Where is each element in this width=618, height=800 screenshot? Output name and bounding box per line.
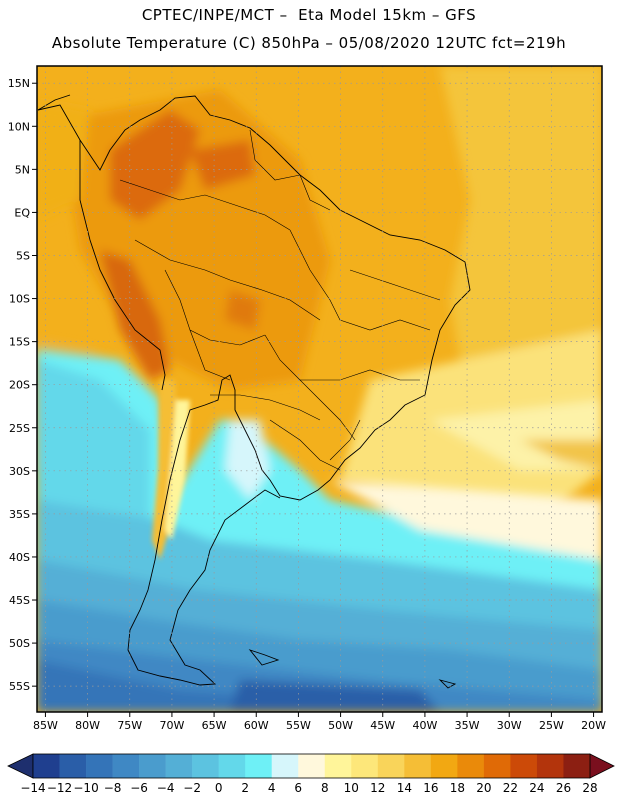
x-tick-label: 35W — [455, 719, 480, 732]
x-tick-label: 80W — [75, 719, 100, 732]
colorbar-swatch — [59, 754, 87, 778]
colorbar-swatch — [298, 754, 326, 778]
y-tick-label: 35S — [9, 508, 30, 521]
x-tick-label: 20W — [581, 719, 606, 732]
colorbar-swatch — [536, 754, 564, 778]
x-tick-label: 85W — [33, 719, 58, 732]
colorbar: −14 −12 −10 −8 −6 −4 −2 0 2 4 6 8 10 12 14 16 18 20 22 24 26… — [7, 753, 615, 795]
y-tick-label: 20S — [9, 379, 30, 392]
colorbar-label: 6 — [294, 781, 302, 795]
y-tick-label: 55S — [9, 680, 30, 693]
colorbar-swatch — [430, 754, 458, 778]
y-tick-label: 25S — [9, 422, 30, 435]
colorbar-swatch — [404, 754, 432, 778]
colorbar-swatch — [218, 754, 246, 778]
colorbar-label: 24 — [529, 781, 544, 795]
colorbar-swatch — [112, 754, 140, 778]
colorbar-swatch — [377, 754, 405, 778]
y-tick-label: 50S — [9, 637, 30, 650]
colorbar-swatch — [457, 754, 485, 778]
x-tick-label: 30W — [497, 719, 522, 732]
colorbar-frame — [32, 753, 591, 779]
colorbar-swatch — [351, 754, 379, 778]
coastlines — [37, 94, 471, 689]
grid-lines — [37, 66, 602, 712]
colorbar-label: −12 — [47, 781, 72, 795]
x-tick-label: 40W — [412, 719, 437, 732]
y-tick-label: 15N — [8, 77, 30, 90]
colorbar-swatch — [245, 754, 273, 778]
x-tick-label: 45W — [370, 719, 395, 732]
colorbar-label: 20 — [476, 781, 491, 795]
y-tick-label: 45S — [9, 594, 30, 607]
colorbar-label: 22 — [503, 781, 518, 795]
chart-subtitle: Absolute Temperature (C) 850hPa – 05/08/… — [51, 34, 567, 52]
y-tick-label: EQ — [14, 206, 30, 219]
plot-frame — [36, 65, 603, 713]
x-tick-label: 65W — [202, 719, 227, 732]
colorbar-over-arrow — [589, 753, 615, 779]
x-tick-label: 60W — [244, 719, 269, 732]
colorbar-swatch — [324, 754, 352, 778]
colorbar-swatch — [563, 754, 591, 778]
borders — [119, 129, 441, 471]
colorbar-swatch — [33, 754, 60, 778]
x-tick-label: 25W — [539, 719, 564, 732]
x-tick-label: 75W — [117, 719, 142, 732]
y-tick-label: 10S — [9, 293, 30, 306]
colorbar-label: 0 — [215, 781, 223, 795]
x-tick-label: 50W — [328, 719, 353, 732]
colorbar-under-arrow — [7, 753, 34, 779]
chart-title: CPTEC/INPE/MCT – Eta Model 15km – GFS — [141, 6, 477, 24]
colorbar-label: −4 — [157, 781, 175, 795]
colorbar-swatch — [271, 754, 299, 778]
x-tick-label: 55W — [286, 719, 311, 732]
colorbar-label: −10 — [73, 781, 98, 795]
colorbar-label: 16 — [423, 781, 438, 795]
y-tick-label: 40S — [9, 551, 30, 564]
x-tick-label: 70W — [159, 719, 184, 732]
colorbar-label: −14 — [20, 781, 45, 795]
y-tick-label: 30S — [9, 465, 30, 478]
y-tick-label: 5S — [16, 249, 30, 262]
colorbar-label: 14 — [397, 781, 412, 795]
axis-ticks: 85W 80W 75W 70W 65W 60W 55W 50W 45W 40W 35W 30W 25W 2… — [8, 77, 606, 732]
colorbar-label: 2 — [241, 781, 249, 795]
colorbar-label: 4 — [268, 781, 276, 795]
colorbar-swatch — [483, 754, 511, 778]
y-tick-label: 5N — [15, 163, 30, 176]
colorbar-swatch — [192, 754, 219, 778]
y-tick-label: 10N — [8, 120, 30, 133]
colorbar-label: −2 — [183, 781, 201, 795]
colorbar-swatch — [165, 754, 193, 778]
y-tick-label: 15S — [9, 336, 30, 349]
colorbar-label: 10 — [344, 781, 359, 795]
colorbar-label: −8 — [104, 781, 122, 795]
colorbar-label: −6 — [130, 781, 148, 795]
colorbar-swatch — [510, 754, 538, 778]
colorbar-swatch — [86, 754, 113, 778]
colorbar-swatch — [139, 754, 166, 778]
colorbar-label: 12 — [370, 781, 385, 795]
temperature-field — [37, 66, 602, 712]
colorbar-label: 26 — [556, 781, 571, 795]
colorbar-label: 8 — [321, 781, 329, 795]
colorbar-label: 28 — [582, 781, 597, 795]
colorbar-label: 18 — [450, 781, 465, 795]
